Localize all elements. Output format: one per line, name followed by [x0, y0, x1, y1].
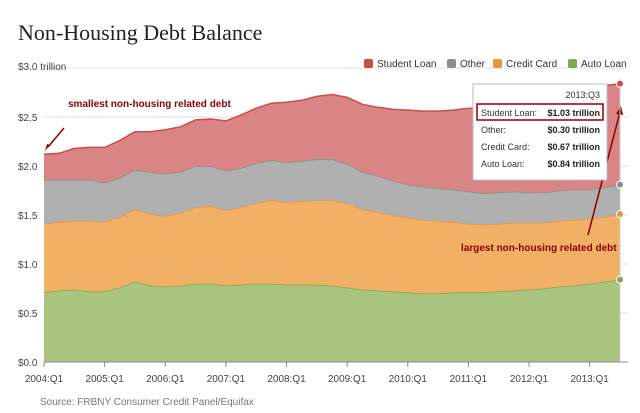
- x-tick-label: 2004:Q1: [25, 374, 64, 385]
- tooltip-value-student: $1.03 trillion: [547, 108, 600, 118]
- x-tick-labels: 2004:Q1 2005:Q1 2006:Q1 2007:Q1 2008:Q1 2009:…: [25, 362, 609, 385]
- page-title: Non-Housing Debt Balance: [18, 20, 263, 45]
- y-tick-labels: $0.0 $0.5 $1.0 $1.5 $2.0 $2.5: [18, 113, 38, 369]
- y-tick-label: $1.0: [18, 260, 38, 271]
- marker-point: [616, 79, 624, 88]
- x-tick-label: 2007:Q1: [207, 374, 246, 385]
- legend-swatch: [493, 59, 502, 68]
- other-area[interactable]: [44, 159, 620, 225]
- x-tick-label: 2008:Q1: [267, 374, 306, 385]
- tooltip-label-other: Other:: [481, 125, 506, 135]
- y-tick-label: $0.0: [18, 358, 38, 369]
- tooltip-label-credit: Credit Card:: [481, 142, 530, 152]
- y-tick-label: $0.5: [18, 309, 38, 320]
- legend-swatch: [447, 59, 456, 68]
- legend-label: Auto Loan: [581, 59, 627, 70]
- source-note: Source: FRBNY Consumer Credit Panel/Equi…: [40, 397, 254, 408]
- tooltip-title: 2013:Q3: [565, 90, 600, 100]
- y-tick-label: $2.0: [18, 162, 38, 173]
- x-tick-label: 2013:Q1: [570, 374, 609, 385]
- y-tick-label: $1.5: [18, 211, 38, 222]
- auto-loan-area[interactable]: [44, 279, 620, 362]
- legend-item-student-loan[interactable]: Student Loan: [364, 59, 437, 70]
- legend-label: Other: [460, 59, 486, 70]
- tooltip-highlight: [476, 103, 604, 121]
- y-axis-unit-label: $3.0 trillion: [18, 62, 66, 73]
- credit-card-area[interactable]: [44, 200, 620, 294]
- x-tick-label: 2010:Q1: [389, 374, 428, 385]
- tooltip-value-credit: $0.67 trillion: [547, 142, 600, 152]
- axes: $3.0 trillion: [18, 62, 628, 363]
- arrowhead-smallest: [45, 144, 50, 151]
- x-tick-label: 2009:Q1: [328, 374, 367, 385]
- tooltip-value-other: $0.30 trillion: [547, 125, 600, 135]
- legend-label: Credit Card: [506, 59, 557, 70]
- x-tick-label: 2005:Q1: [85, 374, 124, 385]
- legend-swatch: [364, 59, 373, 68]
- x-tick-label: 2006:Q1: [146, 374, 185, 385]
- legend-label: Student Loan: [377, 59, 437, 70]
- x-tick-label: 2012:Q1: [510, 374, 549, 385]
- legend-item-credit-card[interactable]: Credit Card: [493, 59, 557, 70]
- y-tick-label: $2.5: [18, 113, 38, 124]
- marker-point: [616, 275, 624, 284]
- marker-point: [616, 180, 624, 189]
- tooltip-label-auto: Auto Loan:: [481, 159, 525, 169]
- arrow-smallest: [47, 127, 65, 148]
- legend-swatch: [568, 59, 577, 68]
- tooltip-value-auto: $0.84 trillion: [547, 159, 600, 169]
- legend-item-other[interactable]: Other: [447, 59, 486, 70]
- annotation-largest: largest non-housing related debt: [461, 243, 617, 254]
- legend-item-auto-loan[interactable]: Auto Loan: [568, 59, 627, 70]
- annotation-smallest: smallest non-housing related debt: [68, 99, 231, 110]
- marker-point: [616, 210, 624, 219]
- tooltip-label-student: Student Loan:: [481, 108, 537, 118]
- x-tick-label: 2011:Q1: [450, 374, 488, 385]
- q3-markers: [616, 78, 624, 362]
- tooltip-box: [472, 83, 608, 181]
- tooltip: 2013:Q3 Student Loan: $1.03 trillion Oth…: [472, 83, 608, 181]
- legend[interactable]: Student Loan Other Credit Card Auto Loan: [364, 59, 627, 70]
